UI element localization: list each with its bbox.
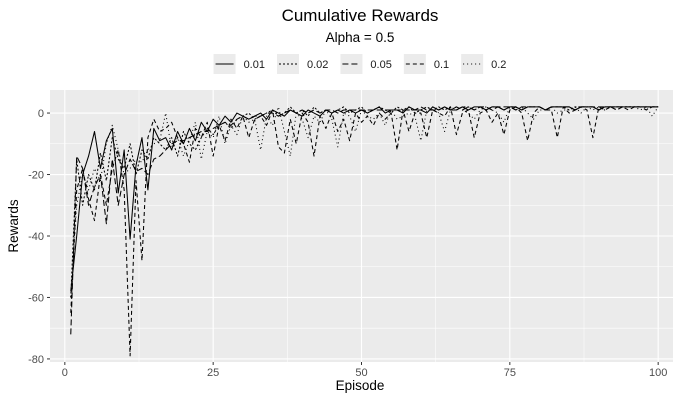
y-tick-label: -60: [28, 292, 44, 304]
legend-item-0.1: 0.1: [403, 54, 449, 74]
x-tick-label: 0: [62, 367, 68, 379]
legend: 0.01 0.02 0.05 0.1 0.2: [213, 54, 506, 74]
x-tick-label: 75: [504, 367, 516, 379]
legend-label: 0.02: [307, 59, 328, 71]
y-tick-label: -80: [28, 354, 44, 366]
legend-item-0.05: 0.05: [340, 54, 392, 74]
x-axis: 0 25 50 75 100: [62, 362, 667, 379]
y-axis: 0 -20 -40 -60 -80: [28, 108, 50, 366]
series-lines: [70, 106, 659, 357]
legend-label: 0.01: [244, 59, 265, 71]
legend-item-0.02: 0.02: [276, 54, 328, 74]
legend-label: 0.1: [434, 59, 449, 71]
chart-subtitle: Alpha = 0.5: [326, 30, 395, 45]
x-axis-title: Episode: [336, 378, 385, 393]
series-line-0.2: [70, 106, 659, 298]
y-tick-label: -20: [28, 170, 44, 182]
legend-item-0.01: 0.01: [213, 54, 265, 74]
series-line-0.05: [70, 106, 659, 335]
legend-label: 0.05: [370, 59, 391, 71]
series-line-0.1: [70, 106, 659, 357]
chart-title: Cumulative Rewards: [282, 6, 439, 25]
y-axis-title: Rewards: [6, 199, 21, 253]
y-tick-label: 0: [38, 108, 44, 120]
x-tick-label: 25: [207, 367, 219, 379]
legend-item-0.2: 0.2: [461, 54, 506, 74]
y-tick-label: -40: [28, 231, 44, 243]
x-tick-label: 100: [649, 367, 667, 379]
x-tick-label: 50: [355, 367, 367, 379]
legend-label: 0.2: [491, 59, 506, 71]
